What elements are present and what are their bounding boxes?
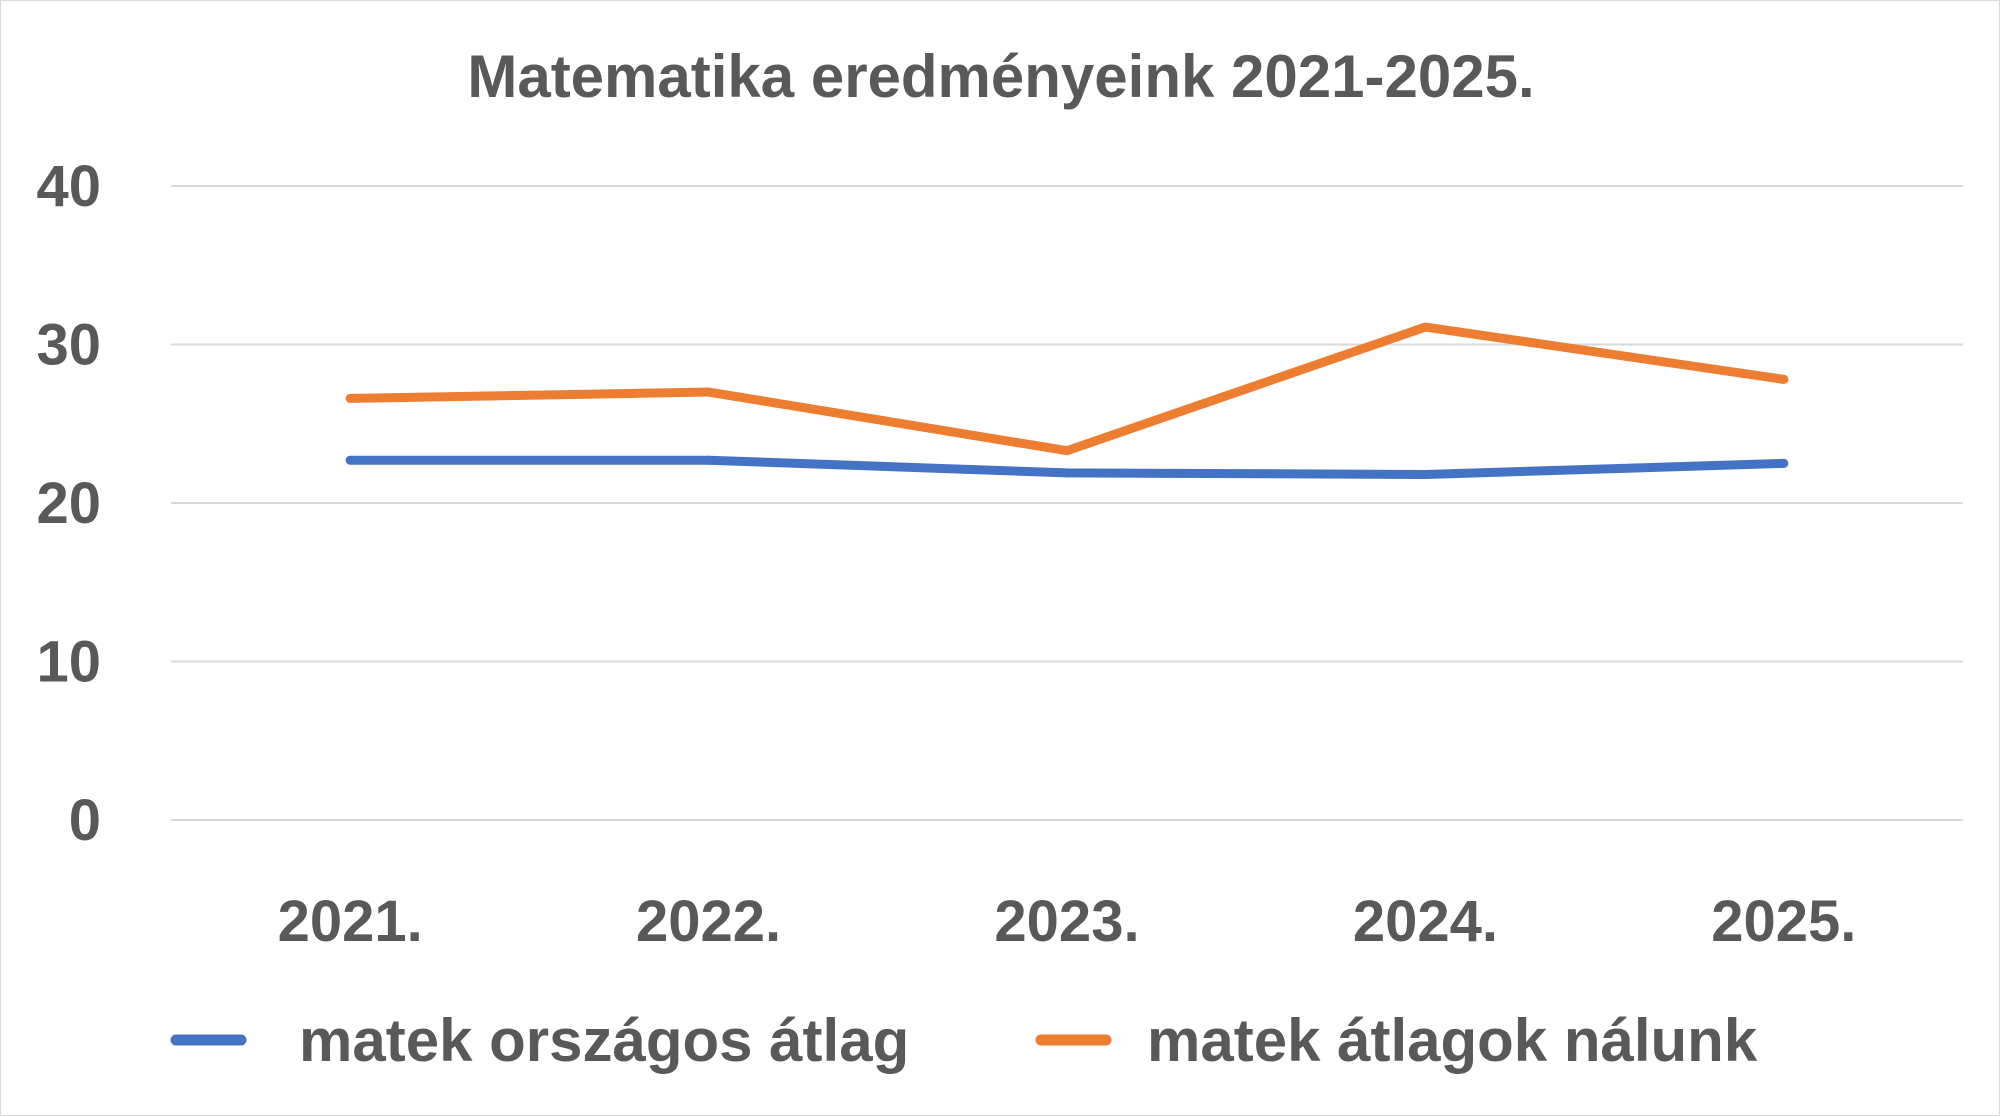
gridlines	[171, 185, 1963, 821]
x-tick-label: 2021.	[278, 889, 423, 954]
data-point	[1062, 446, 1072, 456]
series-line-2	[345, 322, 1789, 456]
data-point	[1779, 374, 1789, 384]
data-point	[1062, 468, 1072, 478]
legend: matek országos átlag matek átlagok nálunk	[170, 1007, 1758, 1074]
x-axis-ticks: 2021. 2022. 2023. 2024. 2025.	[278, 889, 1857, 954]
y-axis-ticks: 0 10 20 30 40	[36, 154, 101, 853]
data-point	[704, 387, 714, 397]
series-lines	[345, 322, 1789, 479]
x-tick-label: 2025.	[1711, 889, 1856, 954]
data-point	[1779, 458, 1789, 468]
data-point	[704, 455, 714, 465]
y-tick-label: 30	[36, 313, 101, 378]
chart-title: Matematika eredményeink 2021-2025.	[467, 43, 1534, 110]
y-tick-label: 40	[36, 154, 101, 219]
x-tick-label: 2024.	[1353, 889, 1498, 954]
y-tick-label: 10	[36, 630, 101, 695]
legend-label-1: matek országos átlag	[299, 1007, 909, 1074]
data-point	[345, 455, 355, 465]
x-tick-label: 2023.	[994, 889, 1139, 954]
x-tick-label: 2022.	[636, 889, 781, 954]
data-point	[345, 393, 355, 403]
y-tick-label: 20	[36, 471, 101, 536]
data-point	[1420, 469, 1430, 479]
y-tick-label: 0	[69, 788, 101, 853]
data-point	[1420, 322, 1430, 332]
legend-label-2: matek átlagok nálunk	[1147, 1007, 1758, 1074]
